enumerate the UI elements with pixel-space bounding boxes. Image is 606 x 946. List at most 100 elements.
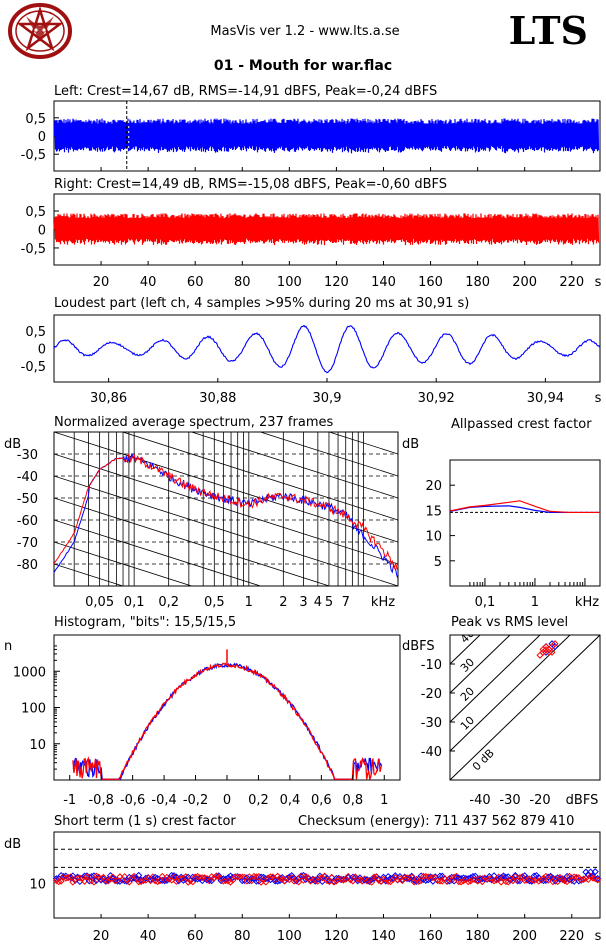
histogram-xtick: -0,4 bbox=[151, 793, 176, 808]
spectrum-slope-line bbox=[54, 432, 398, 543]
crest-ytick: 20 bbox=[425, 479, 442, 494]
stc-point-left bbox=[344, 873, 352, 882]
stc-point-right bbox=[321, 872, 329, 880]
stc-point-right bbox=[283, 874, 291, 882]
stc-point-left bbox=[594, 875, 602, 883]
spectrum-xtick: 0,5 bbox=[204, 595, 225, 610]
stc-point-right bbox=[226, 878, 235, 886]
stc-xtick: 120 bbox=[324, 929, 349, 944]
stc-point-left bbox=[499, 872, 508, 880]
loudest-series bbox=[53, 324, 601, 374]
stc-point-left bbox=[408, 872, 416, 880]
spectrum-ytick: -30 bbox=[17, 448, 38, 463]
stc-point-left bbox=[370, 874, 378, 883]
stc-xtick: 20 bbox=[93, 929, 110, 944]
pvr-ylabel: dBFS bbox=[402, 639, 435, 654]
file-title: 01 - Mouth for war.flac bbox=[213, 58, 393, 74]
stc-point-left bbox=[547, 872, 555, 880]
spectrum-slope-line bbox=[54, 563, 125, 586]
histogram-xtick: -0,2 bbox=[183, 793, 208, 808]
histogram-ylabel: n bbox=[4, 639, 12, 654]
stc-xtick: 80 bbox=[234, 929, 251, 944]
right-waveform-xtick: 180 bbox=[465, 275, 490, 290]
spectrum-slope-line bbox=[54, 652, 398, 762]
crest-ytick: 15 bbox=[425, 504, 442, 519]
right-waveform-title: Right: Crest=14,49 dB, RMS=-15,08 dBFS, … bbox=[54, 177, 447, 192]
left-waveform-ytick: -0,5 bbox=[21, 148, 46, 163]
pvr-crest-label: 30 bbox=[458, 656, 477, 675]
stc-xtick: s bbox=[595, 929, 602, 944]
histogram-xtick: -0,8 bbox=[88, 793, 113, 808]
histogram-xtick: -0,6 bbox=[120, 793, 145, 808]
spectrum-xtick: 4 bbox=[314, 595, 322, 610]
pvr-crest-label: 40 bbox=[458, 627, 477, 646]
stc-point-left bbox=[584, 871, 592, 879]
pvr-title: Peak vs RMS level bbox=[451, 615, 568, 630]
crest-title: Allpassed crest factor bbox=[451, 417, 592, 432]
crest-frame bbox=[449, 459, 601, 587]
spectrum-slope-line bbox=[54, 541, 193, 586]
stc-point-left bbox=[151, 873, 159, 881]
spectrum-slope-line bbox=[54, 278, 398, 388]
pvr-crest-line bbox=[450, 635, 511, 694]
pvr-point-right bbox=[542, 645, 550, 654]
stc-point-left bbox=[295, 874, 303, 882]
right-waveform-xtick: 200 bbox=[512, 275, 537, 290]
spectrum-ytick: -50 bbox=[17, 492, 38, 507]
spectrum-slope-line bbox=[54, 674, 398, 784]
spectrum-slope-line bbox=[327, 432, 398, 455]
crest-xtick: kHz bbox=[575, 595, 599, 610]
crest-xtick: 0,1 bbox=[475, 595, 496, 610]
right-waveform-xtick: 20 bbox=[93, 275, 110, 290]
pvr-crest-line bbox=[450, 635, 481, 665]
stc-point-right bbox=[184, 878, 192, 886]
right-waveform-xtick: 80 bbox=[234, 275, 251, 290]
spectrum-ytick: -80 bbox=[17, 558, 38, 573]
left-waveform-series bbox=[53, 118, 600, 154]
loudest-ytick: -0,5 bbox=[21, 360, 46, 375]
histogram-xtick: 1 bbox=[380, 793, 388, 808]
right-waveform-xtick: 120 bbox=[324, 275, 349, 290]
pvr-xtick: -20 bbox=[529, 793, 550, 808]
crest-ytick: 10 bbox=[425, 530, 442, 545]
stc-point-left bbox=[222, 875, 230, 883]
pvr-crest-label: 0 dB bbox=[470, 747, 497, 774]
stc-point-left bbox=[170, 872, 178, 880]
stc-point-right bbox=[132, 874, 140, 882]
stc-xtick: 180 bbox=[465, 929, 490, 944]
stc-point-left bbox=[215, 872, 223, 880]
loudest-xtick: 30,94 bbox=[527, 391, 564, 406]
stc-xtick: 220 bbox=[559, 929, 584, 944]
stc-point-left bbox=[135, 871, 143, 879]
stc-point-left bbox=[521, 872, 529, 880]
stc-point-left bbox=[587, 868, 595, 876]
histogram-right bbox=[72, 662, 382, 780]
pvr-ytick: -40 bbox=[421, 745, 442, 760]
spectrum-xtick: 7 bbox=[342, 595, 350, 610]
stc-checksum: Checksum (energy): 711 437 562 879 410 bbox=[298, 814, 574, 829]
stc-point-right bbox=[579, 875, 588, 884]
stc-point-left bbox=[316, 872, 324, 880]
pvr-crest-line bbox=[450, 635, 571, 752]
histogram-xtick: 0,2 bbox=[248, 793, 269, 808]
right-waveform-xtick: 160 bbox=[418, 275, 443, 290]
stc-xtick: 160 bbox=[418, 929, 443, 944]
spectrum-slope-line bbox=[259, 432, 398, 477]
stc-point-right bbox=[57, 877, 65, 885]
spectrum-xtick: 0,2 bbox=[158, 595, 179, 610]
stc-point-right bbox=[565, 872, 573, 880]
stc-point-right bbox=[52, 877, 60, 885]
stc-point-left bbox=[95, 874, 103, 882]
spectrum-ytick: -40 bbox=[17, 470, 38, 485]
stc-point-right bbox=[163, 873, 171, 881]
right-waveform-ytick: 0,5 bbox=[25, 205, 46, 220]
histogram-xtick: 0,4 bbox=[280, 793, 301, 808]
spectrum-xtick: 3 bbox=[299, 595, 307, 610]
left-waveform-ytick: 0,5 bbox=[25, 112, 46, 127]
stc-point-right bbox=[459, 877, 468, 885]
brand-logo: LTS bbox=[508, 8, 588, 53]
histogram-left bbox=[72, 662, 383, 781]
stc-point-left bbox=[532, 871, 540, 880]
